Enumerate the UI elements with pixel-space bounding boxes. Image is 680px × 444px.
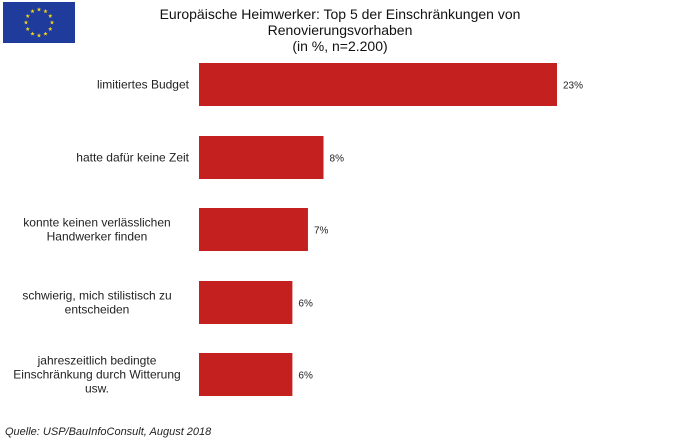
flag-star-icon [43,8,48,14]
bar [199,353,293,396]
value-label: 23% [563,81,583,92]
bar [199,281,293,324]
category-label: schwierig, mich stilistisch zu entscheide… [22,289,171,317]
chart-title-line-1: Europäische Heimwerker: Top 5 der Einsch… [159,6,521,22]
flag-star-icon [30,8,35,14]
category-label: jahreszeitlich bedingte Einschränkung dur… [13,354,180,396]
value-label: 6% [298,371,313,382]
flag-star-icon [48,26,53,31]
chart-title-line-3: (in %, n=2.200) [292,38,388,54]
bar [199,63,557,106]
flag-star-icon [30,31,35,36]
flag-star-icon [25,26,30,31]
flag-star-icon [36,7,42,12]
flag-star-icon [36,33,42,38]
category-label: konnte keinen verlässlichen Handwerker fi… [23,216,170,244]
flag-star-icon [23,20,29,25]
flag-star-icon [49,20,55,25]
flag-star-icon [43,31,48,36]
eu-flag-icon [3,2,75,43]
source-note: Quelle: USP/BauInfoConsult, August 2018 [5,426,212,438]
bar [199,208,308,251]
flag-star-icon [25,13,30,18]
value-label: 6% [298,299,313,310]
flag-star-icon [48,13,53,18]
category-label: hatte dafür keine Zeit [76,151,189,165]
chart-title: Europäische Heimwerker: Top 5 der Einsch… [120,6,560,54]
chart-title-line-2: Renovierungsvorhaben [267,22,413,38]
value-label: 8% [330,154,345,165]
bar [199,136,324,179]
value-label: 7% [314,226,329,237]
category-label: limitiertes Budget [97,78,190,92]
